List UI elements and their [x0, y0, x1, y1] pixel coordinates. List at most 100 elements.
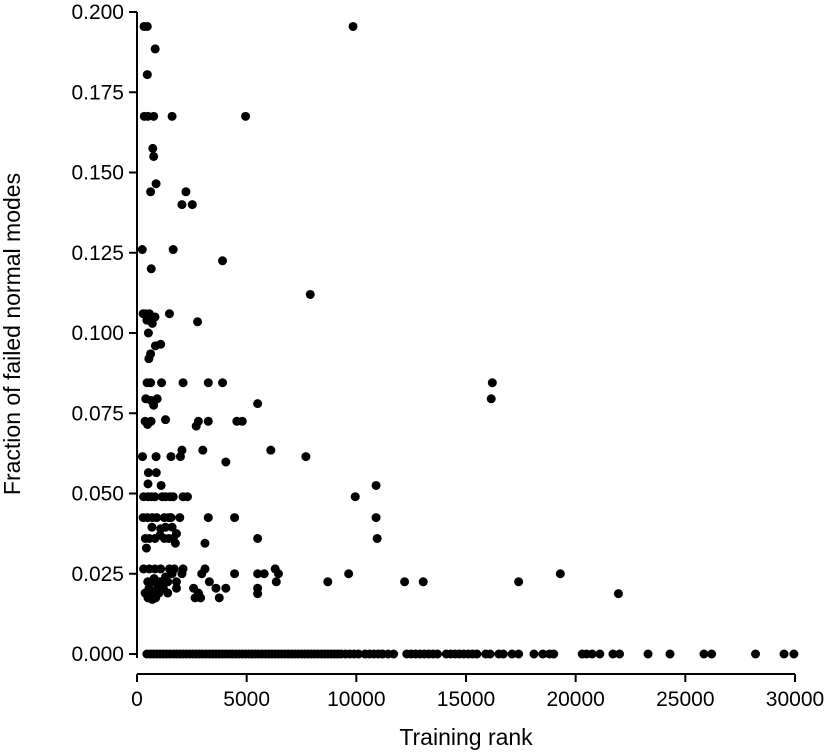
data-points	[137, 21, 799, 659]
data-point	[218, 256, 228, 266]
data-point	[253, 589, 263, 599]
y-tick-label: 0.025	[71, 563, 124, 586]
x-tick-label: 0	[131, 688, 143, 711]
data-point	[486, 394, 496, 404]
data-point	[273, 569, 283, 579]
data-point	[147, 522, 157, 532]
data-point	[344, 569, 354, 579]
data-point	[203, 378, 213, 388]
data-point	[150, 341, 160, 351]
data-point	[137, 245, 147, 255]
data-point	[305, 289, 315, 299]
data-point	[150, 533, 160, 543]
data-point	[549, 649, 559, 659]
data-point	[177, 569, 187, 579]
data-point	[178, 378, 188, 388]
data-point	[498, 649, 508, 659]
data-point	[197, 569, 207, 579]
data-point	[149, 111, 159, 121]
x-axis-title: Training rank	[399, 724, 533, 750]
data-point	[148, 143, 158, 153]
data-point	[241, 111, 251, 121]
data-point	[587, 649, 597, 659]
data-point	[472, 649, 482, 659]
data-point	[253, 399, 263, 409]
data-point	[230, 513, 240, 523]
data-point	[156, 564, 166, 574]
data-point	[193, 317, 203, 327]
data-point	[485, 649, 495, 659]
data-point	[142, 70, 152, 80]
data-point	[595, 649, 605, 659]
data-point	[432, 649, 442, 659]
data-point	[164, 309, 174, 319]
data-point	[707, 649, 717, 659]
data-point	[144, 354, 154, 364]
data-point	[151, 468, 161, 478]
data-point	[166, 513, 176, 523]
data-point	[538, 649, 548, 659]
data-point	[237, 416, 247, 426]
data-point	[348, 21, 358, 31]
data-point	[143, 468, 153, 478]
data-point	[608, 649, 618, 659]
data-point	[143, 479, 153, 489]
data-point	[152, 513, 162, 523]
data-point	[168, 245, 178, 255]
data-point	[146, 416, 156, 426]
data-point	[253, 533, 263, 543]
data-point	[147, 594, 157, 604]
data-point	[514, 649, 524, 659]
data-point	[149, 400, 159, 410]
data-point	[151, 179, 161, 189]
data-point	[143, 328, 153, 338]
data-point	[170, 538, 180, 548]
data-point	[271, 577, 281, 587]
data-point	[214, 593, 224, 603]
y-tick-label: 0.150	[71, 162, 124, 185]
data-point	[643, 649, 653, 659]
data-point	[187, 200, 197, 210]
data-point	[253, 569, 263, 579]
data-point	[142, 21, 152, 31]
x-tick-label: 10000	[327, 688, 385, 711]
data-point	[168, 492, 178, 502]
data-point	[301, 452, 311, 462]
data-point	[779, 649, 789, 659]
data-point	[171, 583, 181, 593]
data-point	[147, 318, 157, 328]
data-point	[389, 649, 399, 659]
x-tick-label: 20000	[546, 688, 604, 711]
y-tick-label: 0.000	[71, 643, 124, 666]
data-point	[203, 513, 213, 523]
data-point	[218, 378, 228, 388]
data-point	[221, 583, 231, 593]
data-point	[529, 649, 539, 659]
data-point	[166, 452, 176, 462]
x-tick-label: 30000	[766, 688, 824, 711]
y-tick-label: 0.100	[71, 322, 124, 345]
data-point	[150, 44, 160, 54]
data-point	[161, 522, 171, 532]
data-point	[175, 452, 185, 462]
data-point	[146, 264, 156, 274]
data-point	[789, 649, 799, 659]
data-point	[371, 513, 381, 523]
data-point	[149, 151, 159, 161]
data-point	[514, 577, 524, 587]
data-point	[204, 577, 214, 587]
data-point	[137, 452, 147, 462]
data-point	[259, 569, 269, 579]
y-ticks: 0.000 0.025 0.050 0.075 0.100 0.125 0.150 0.175…	[71, 1, 137, 666]
data-point	[230, 569, 240, 579]
data-point	[665, 649, 675, 659]
y-tick-label: 0.200	[71, 1, 124, 24]
y-tick-label: 0.050	[71, 483, 124, 506]
data-point	[146, 378, 156, 388]
x-tick-label: 15000	[437, 688, 495, 711]
data-point	[400, 577, 410, 587]
data-point	[198, 445, 208, 455]
data-point	[203, 416, 213, 426]
data-point	[350, 492, 360, 502]
